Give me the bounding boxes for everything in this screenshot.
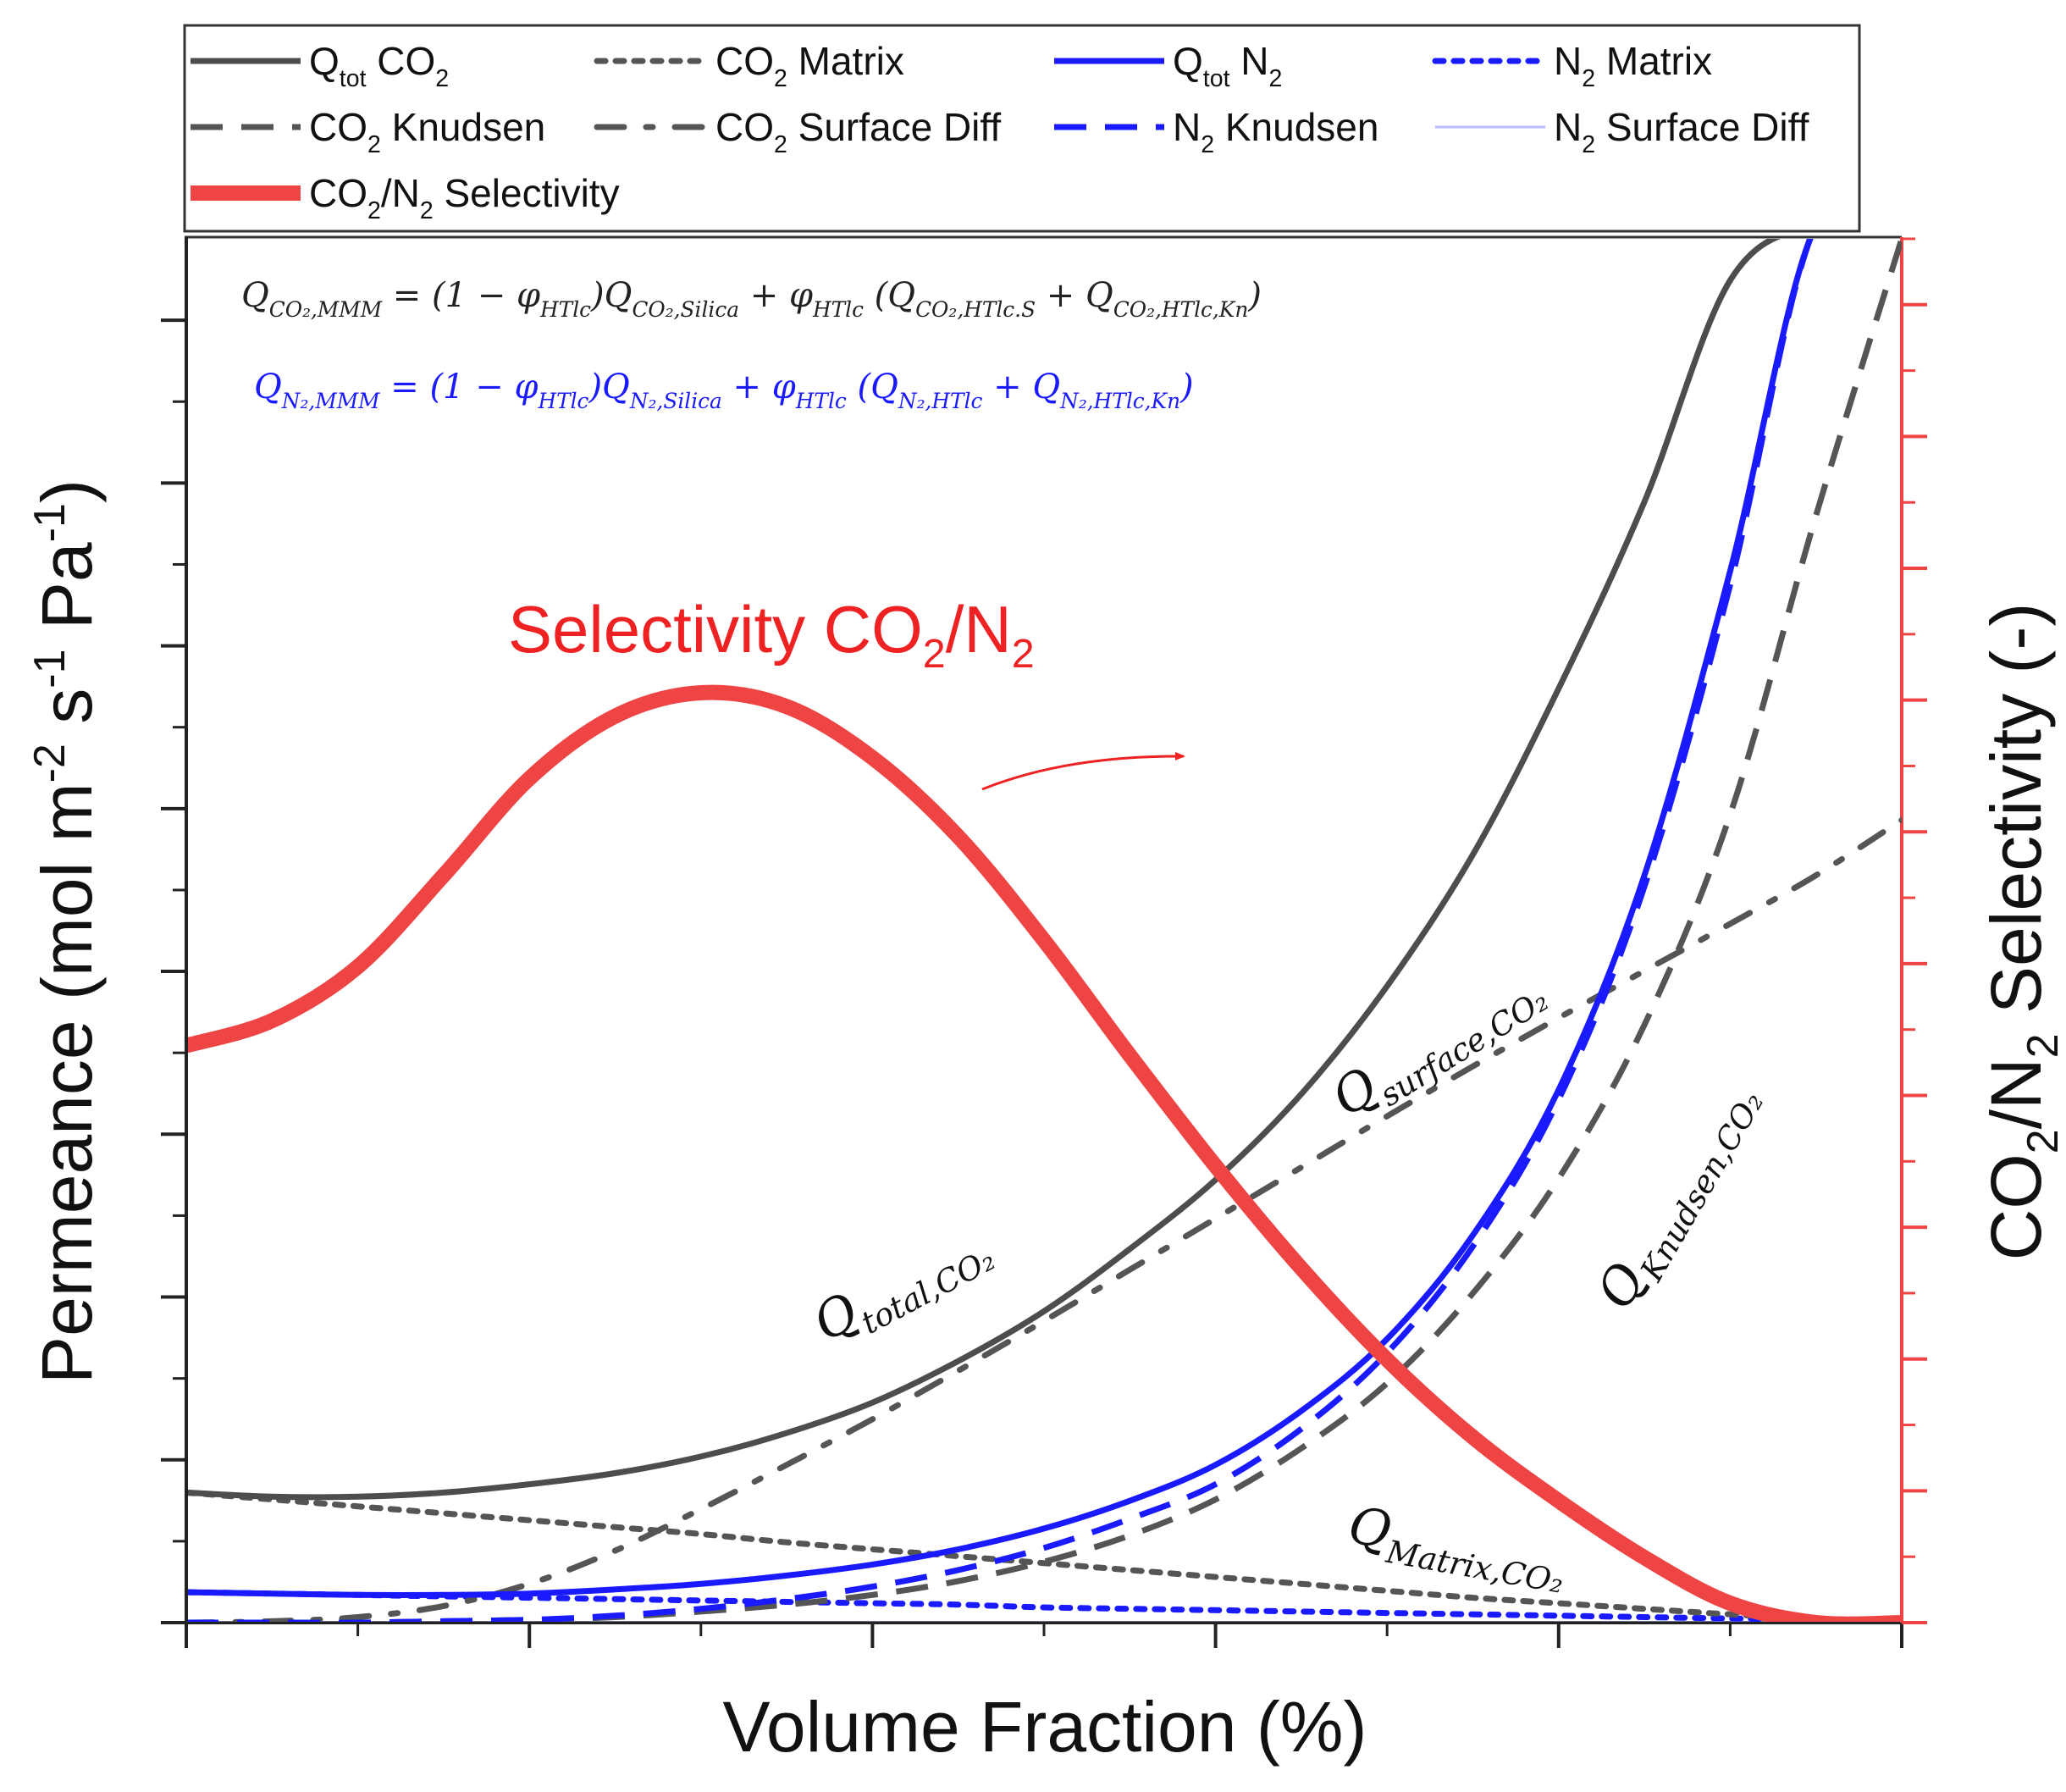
series-co2-surface-diff bbox=[188, 816, 1902, 1622]
legend-item: CO2/N2 Selectivity bbox=[191, 171, 620, 224]
legend-item: Qtot CO2 bbox=[191, 39, 449, 92]
legend: Qtot CO2 CO2 Matrix Qtot N2 N2 Matrix CO2 Kn… bbox=[183, 24, 1861, 233]
legend-item: N2 Surface Diff bbox=[1435, 105, 1809, 158]
legend-item: N2 Matrix bbox=[1432, 39, 1712, 92]
legend-item: CO2 Matrix bbox=[594, 39, 904, 92]
equation-n2: QN₂,MMM = (1 − φHTlc)QN₂,Silica + φHTlc … bbox=[254, 368, 1194, 413]
legend-label: Qtot N2 bbox=[1173, 39, 1282, 92]
equations: QCO₂,MMM = (1 − φHTlc)QCO₂,Silica + φHTl… bbox=[241, 276, 1262, 413]
legend-item: N2 Knudsen bbox=[1054, 105, 1378, 158]
legend-item: Qtot N2 bbox=[1054, 39, 1282, 92]
legend-label: CO2/N2 Selectivity bbox=[309, 171, 620, 224]
selectivity-annotation: Selectivity CO2/N2 bbox=[508, 592, 1035, 677]
legend-item: CO2 Knudsen bbox=[191, 105, 545, 158]
series-n2-knudsen bbox=[188, 239, 1814, 1622]
equation-co2: QCO₂,MMM = (1 − φHTlc)QCO₂,Silica + φHTl… bbox=[241, 276, 1262, 322]
x-axis-title: Volume Fraction (%) bbox=[723, 1687, 1367, 1767]
legend-label: CO2 Knudsen bbox=[309, 105, 545, 158]
legend-frame bbox=[183, 24, 1861, 233]
series-co2-matrix bbox=[188, 1490, 1902, 1622]
series-co2-n2-selectivity bbox=[188, 684, 1902, 1622]
legend-label: Qtot CO2 bbox=[309, 39, 449, 92]
y-axis-left-title: Permeance (mol m-2 s-1 Pa-1) bbox=[25, 479, 107, 1384]
plot-area bbox=[161, 235, 1927, 1648]
legend-label: N2 Surface Diff bbox=[1554, 105, 1809, 158]
legend-label: CO2 Surface Diff bbox=[715, 105, 1001, 158]
legend-item: CO2 Surface Diff bbox=[594, 105, 1001, 158]
series-qtot-n2 bbox=[188, 239, 1814, 1599]
legend-label: CO2 Matrix bbox=[715, 39, 904, 92]
y-axis-right-title: CO2/N2 Selectivity (-) bbox=[1976, 603, 2066, 1261]
surface-co2-label: Qsurface,CO₂ bbox=[1322, 955, 1555, 1136]
selectivity-axis-arrow bbox=[981, 751, 1185, 791]
legend-label: N2 Knudsen bbox=[1173, 105, 1378, 158]
knudsen-co2-label: QKnudsen,CO₂ bbox=[1585, 1070, 1770, 1323]
total-co2-label: Qtotal,CO₂ bbox=[804, 1214, 1001, 1361]
series-qtot-co2 bbox=[188, 239, 1781, 1501]
matrix-co2-label: QMatrix,CO₂ bbox=[1343, 1496, 1572, 1601]
legend-label: N2 Matrix bbox=[1554, 39, 1712, 92]
